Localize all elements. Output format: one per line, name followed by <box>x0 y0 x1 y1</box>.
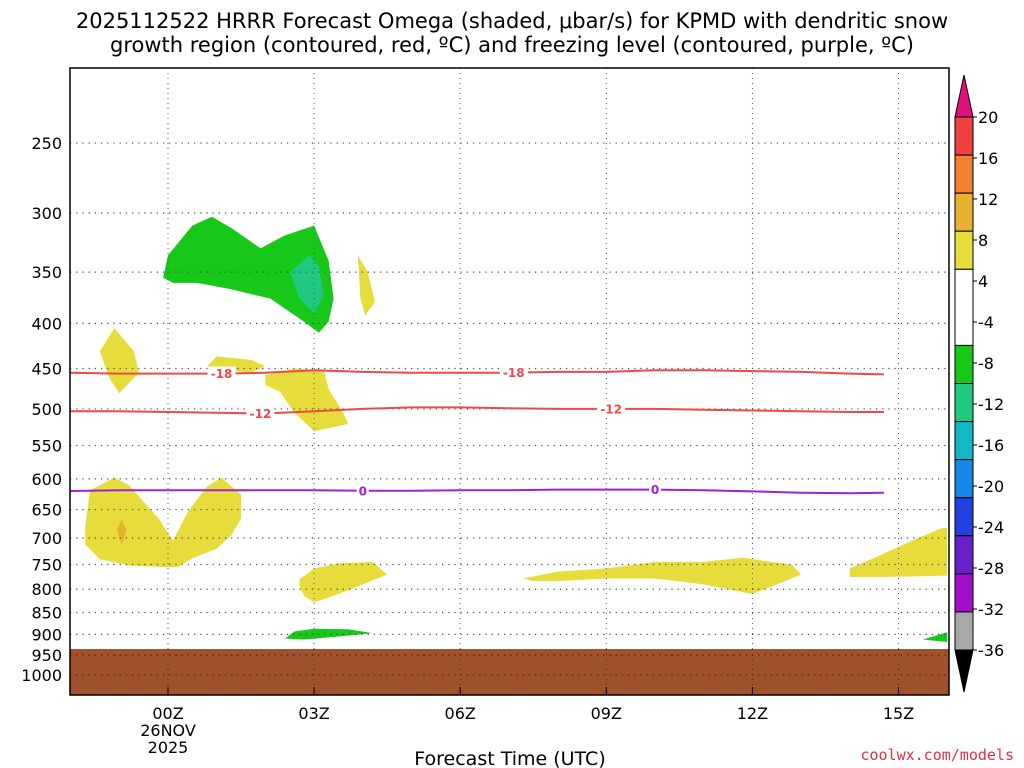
contour-label-bg-dgz-minus12-0 <box>246 406 275 421</box>
colorbar-segment-12 <box>954 611 974 651</box>
y-tick-label-800: 800 <box>31 580 62 599</box>
colorbar-segment-6 <box>954 383 974 423</box>
colorbar-segment-1 <box>954 154 974 194</box>
contour-label-dgz-minus12-0: -12 <box>250 407 272 421</box>
x-tick-label-09Z: 09Z <box>591 704 622 723</box>
contour-label-dgz-minus18-1: -18 <box>503 366 525 380</box>
y-tick-label-300: 300 <box>31 204 62 223</box>
colorbar-label-12: -32 <box>978 600 1004 619</box>
contour-labels: -18 -18 -12 -12 0 0 <box>207 365 661 498</box>
y-axis-ticks: 250 300 350 400 450 500 550 600 650 700 750 800 850 9… <box>21 134 62 685</box>
colorbar-labels: 20 16 12 8 4 -4 -8 -12 -16 -20 -24 -28 -32 -36 <box>973 108 1004 660</box>
x-tick-label-15Z: 15Z <box>883 704 914 723</box>
y-tick-label-900: 900 <box>31 625 62 644</box>
contours <box>70 369 884 495</box>
colorbar-label-10: -24 <box>978 518 1004 537</box>
y-tick-label-700: 700 <box>31 529 62 548</box>
y-tick-label-950: 950 <box>31 646 62 665</box>
date-label-day: 26NOV <box>140 721 196 740</box>
colorbar-bottom-arrow <box>954 649 974 693</box>
colorbar-segment-3 <box>954 230 974 270</box>
y-tick-label-1000: 1000 <box>21 666 62 685</box>
contour-label-bg-dgz-minus12-1 <box>597 401 626 416</box>
y-tick-label-500: 500 <box>31 400 62 419</box>
colorbar-segment-0 <box>954 116 974 156</box>
colorbar-label-2: 12 <box>978 190 998 209</box>
y-tick-label-450: 450 <box>31 360 62 379</box>
chart-title-line-1: 2025112522 HRRR Forecast Omega (shaded, … <box>76 9 948 33</box>
colorbar-label-9: -20 <box>978 477 1004 496</box>
gridlines <box>70 68 949 650</box>
colorbar-segment-5 <box>954 344 974 384</box>
region-yellow-03z-low <box>299 561 388 603</box>
contour-label-freezing-level-0-0: 0 <box>359 484 367 498</box>
y-tick-label-650: 650 <box>31 501 62 520</box>
colorbar-label-7: -12 <box>978 395 1004 414</box>
contour-label-freezing-level-0-1: 0 <box>651 483 659 497</box>
date-label-year: 2025 <box>148 738 189 757</box>
colorbar-label-4: 4 <box>978 272 988 291</box>
region-yellow-left-450 <box>99 328 139 394</box>
y-tick-label-750: 750 <box>31 555 62 574</box>
contour-label-dgz-minus18-0: -18 <box>211 367 233 381</box>
colorbar-label-11: -28 <box>978 559 1004 578</box>
colorbar-segment-11 <box>954 573 974 613</box>
plot-frame <box>69 67 950 696</box>
region-yellow-15z-right <box>849 528 948 577</box>
credit-text: coolwx.com/models <box>860 746 1014 764</box>
colorbar-segment-7 <box>954 421 974 461</box>
contour-label-dgz-minus12-1: -12 <box>600 402 622 416</box>
colorbar-segment-2 <box>954 192 974 232</box>
y-tick-label-600: 600 <box>31 470 62 489</box>
region-yellow-09z-band <box>523 557 802 594</box>
y-tick-label-550: 550 <box>31 436 62 455</box>
ground-surface <box>70 649 949 695</box>
contour-label-bg-dgz-minus18-0 <box>207 366 236 381</box>
colorbar <box>954 74 974 693</box>
y-tick-label-350: 350 <box>31 263 62 282</box>
y-tick-label-250: 250 <box>31 134 62 153</box>
colorbar-label-1: 16 <box>978 149 998 168</box>
region-yellow-dgz <box>265 368 349 432</box>
colorbar-segment-10 <box>954 535 974 575</box>
contour-freezing-level-0 <box>70 488 884 495</box>
colorbar-label-13: -36 <box>978 641 1004 660</box>
chart-title-line-2: growth region (contoured, red, ºC) and f… <box>110 33 914 57</box>
y-tick-label-400: 400 <box>31 314 62 333</box>
colorbar-top-arrow <box>954 74 974 118</box>
contour-dgz-minus12 <box>70 406 884 415</box>
shaded-regions <box>85 216 948 642</box>
x-axis-label: Forecast Time (UTC) <box>414 748 605 768</box>
region-green-low-right <box>922 632 948 642</box>
colorbar-segment-9 <box>954 497 974 537</box>
contour-label-bg-freezing-level-0-0 <box>356 483 369 498</box>
contour-label-bg-freezing-level-0-1 <box>649 482 661 497</box>
x-axis-ticks: 00Z 03Z 06Z 09Z 12Z 15Z <box>152 687 914 723</box>
colorbar-label-6: -8 <box>978 354 994 373</box>
x-tick-label-12Z: 12Z <box>737 704 768 723</box>
ground-gridlines <box>70 649 949 695</box>
x-tick-label-03Z: 03Z <box>298 704 329 723</box>
colorbar-label-3: 8 <box>978 231 988 250</box>
colorbar-label-5: -4 <box>978 313 994 332</box>
region-yellow-lower-left <box>85 477 242 567</box>
region-yellow-upper-right <box>357 255 375 316</box>
region-green-upper <box>163 216 334 333</box>
region-teal-core <box>289 255 324 314</box>
contour-label-bg-dgz-minus18-1 <box>499 365 528 380</box>
x-tick-label-00Z: 00Z <box>152 704 183 723</box>
contour-dgz-minus18 <box>70 369 884 376</box>
region-green-low <box>284 628 373 640</box>
colorbar-label-0: 20 <box>978 108 998 127</box>
region-orange-spot <box>116 520 127 545</box>
y-tick-label-850: 850 <box>31 603 62 622</box>
colorbar-segment-8 <box>954 459 974 499</box>
x-tick-label-06Z: 06Z <box>445 704 476 723</box>
colorbar-label-8: -16 <box>978 436 1004 455</box>
colorbar-segment-4 <box>954 268 974 346</box>
